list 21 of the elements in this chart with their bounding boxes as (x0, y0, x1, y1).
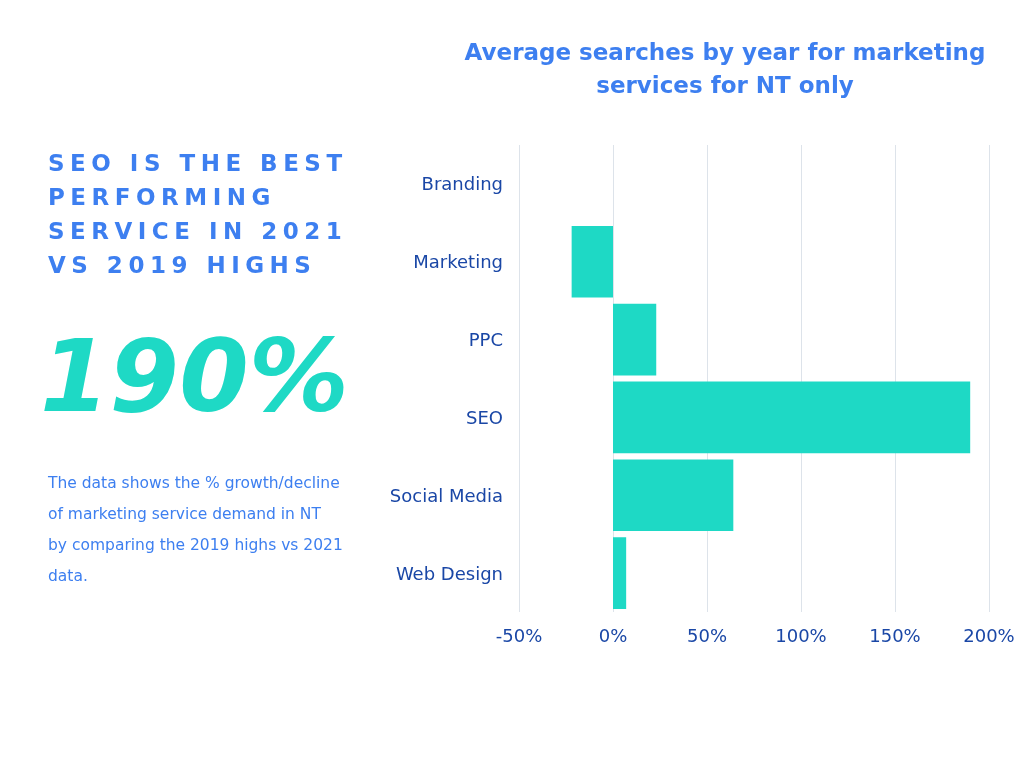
bar (613, 381, 971, 454)
y-tick-label: Marketing (413, 251, 503, 273)
y-tick-label: SEO (466, 406, 503, 428)
x-tick-label: -50% (495, 624, 543, 646)
text: SEO IS THE BEST PERFORMING SERVICE IN 2021 VS 2019 HIGHS (48, 149, 348, 280)
y-tick-label: Branding (421, 173, 503, 195)
x-tick-label: 50% (686, 624, 728, 646)
x-tick-label: 0% (598, 624, 628, 646)
x-tick-label: 200% (963, 624, 1015, 646)
y-tick-label: Web Design (395, 562, 503, 584)
bar (613, 537, 627, 609)
chart-title: Average searches by year for marketing services for NT only (463, 38, 987, 100)
bar (571, 225, 613, 298)
y-tick-label: PPC (468, 329, 503, 351)
x-tick-label: 100% (775, 624, 827, 646)
y-tick-label: Social Media (389, 484, 503, 506)
bar (613, 303, 657, 376)
bar (613, 459, 734, 532)
x-tick-label: 150% (869, 624, 921, 646)
text: 190% (40, 318, 349, 435)
text: The data shows the % growth/decline of marketing service demand in NT by comparing the 2019 highs vs 2021 data. (48, 473, 343, 587)
